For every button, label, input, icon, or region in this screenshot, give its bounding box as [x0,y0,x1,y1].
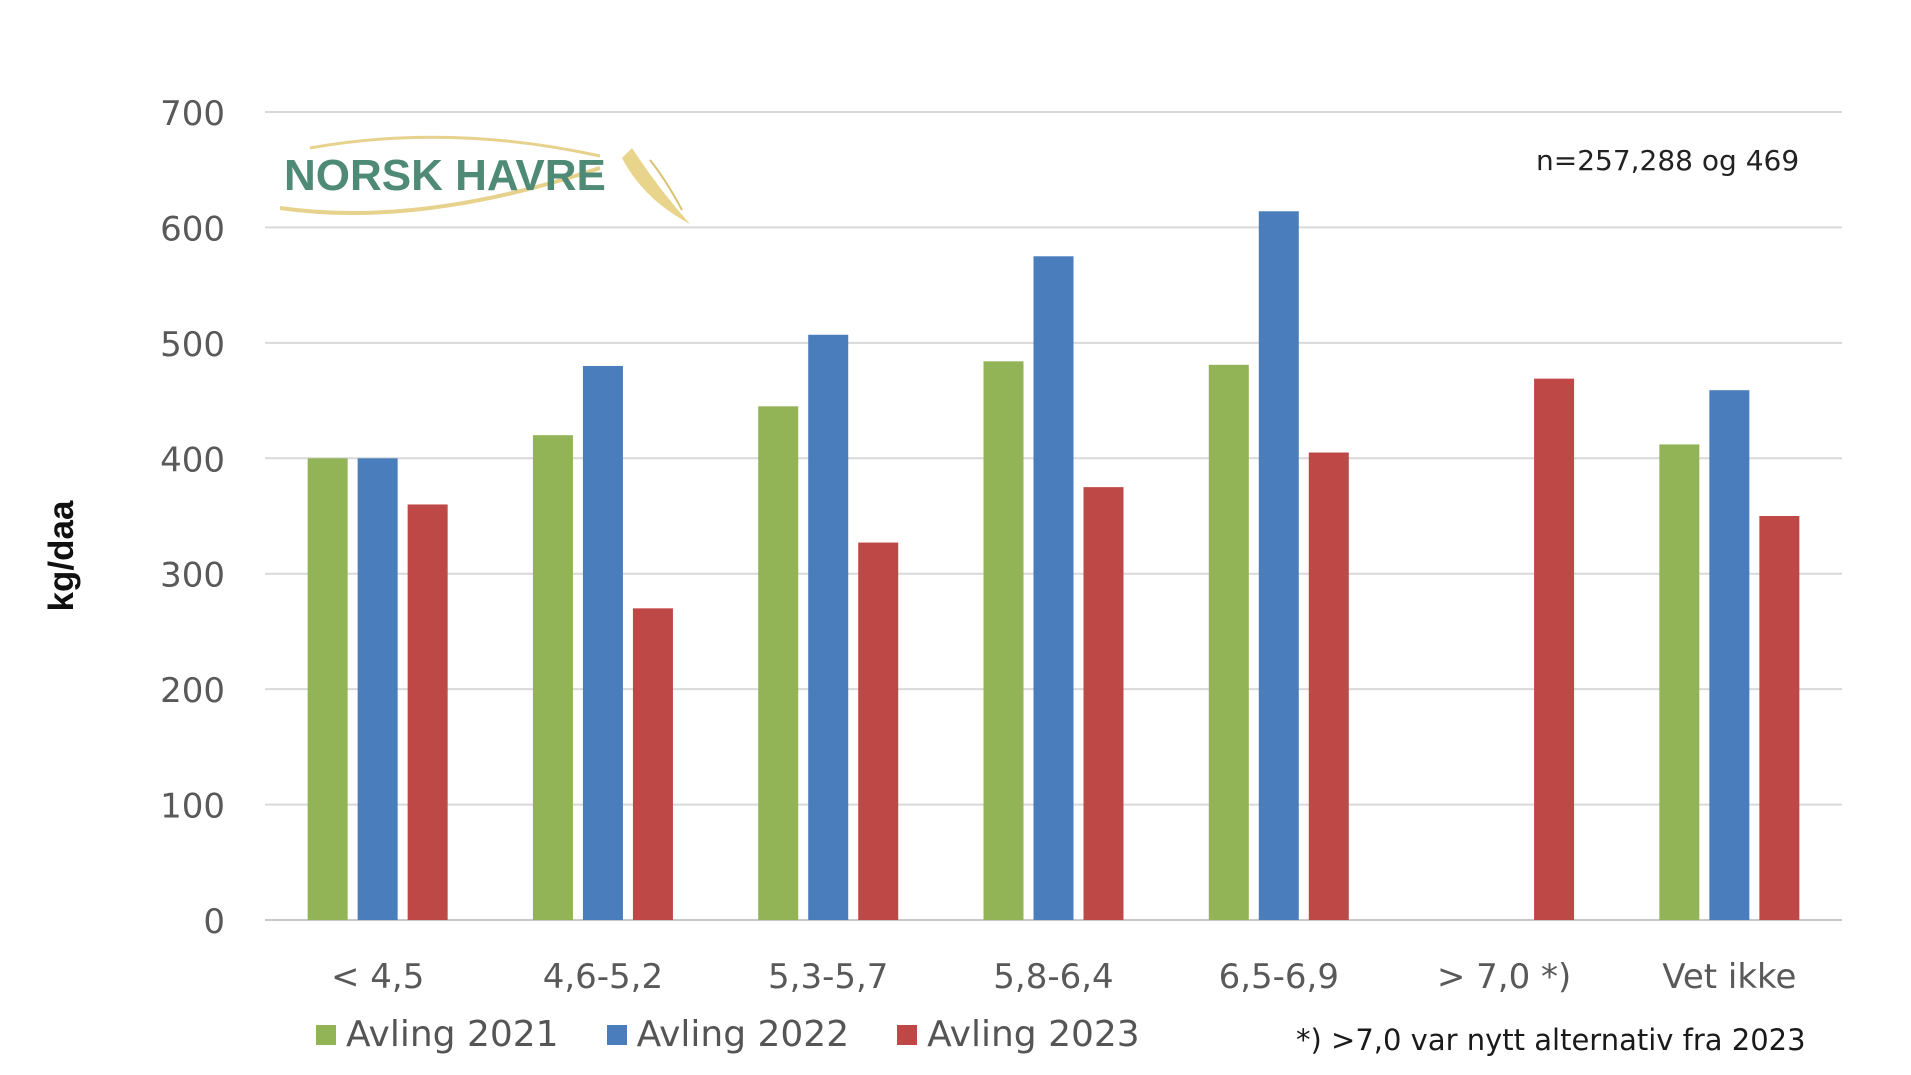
bar-avling-2023-4 [1308,452,1349,920]
x-tick-label: 6,5-6,9 [1219,957,1339,997]
legend-item-2022: Avling 2022 [606,1014,850,1055]
bar-avling-2022-6 [1709,390,1750,920]
x-tick-label: < 4,5 [331,957,424,997]
y-tick-label: 0 [203,902,225,942]
legend-item-2023: Avling 2023 [897,1014,1140,1055]
legend-swatch-2021 [316,1024,336,1045]
x-tick-label: > 7,0 *) [1437,957,1571,997]
x-tick-label: 4,6-5,2 [543,957,663,997]
y-tick-label: 600 [160,209,225,249]
sample-size-annotation: n=257,288 og 469 [1536,144,1800,177]
y-tick-label: 200 [160,671,225,711]
x-tick-label: Vet ikke [1662,957,1796,997]
bar-avling-2023-5 [1534,378,1575,920]
legend-label-2022: Avling 2022 [636,1014,850,1055]
bar-avling-2022-2 [808,334,849,921]
svg-text:NORSK HAVRE: NORSK HAVRE [284,151,606,200]
bar-avling-2021-4 [1208,364,1249,920]
legend-item-2021: Avling 2021 [316,1014,559,1055]
bar-avling-2023-6 [1759,516,1800,920]
y-tick-label: 500 [160,325,225,365]
bar-avling-2022-4 [1258,211,1299,921]
bar-avling-2023-2 [858,542,899,920]
bar-avling-2022-0 [357,458,398,920]
bar-avling-2023-1 [632,608,673,920]
bar-avling-2021-6 [1659,444,1700,920]
bar-avling-2021-2 [758,406,799,920]
y-tick-label: 300 [160,556,225,596]
x-tick-label: 5,3-5,7 [768,957,888,997]
y-tick-label: 400 [160,440,225,480]
bar-avling-2022-1 [582,365,623,920]
y-axis-label: kg/daa [42,500,81,612]
legend-swatch-2022 [606,1024,627,1045]
legend: Avling 2021 Avling 2022 Avling 2023 [316,1014,1140,1055]
bar-avling-2021-3 [983,361,1024,921]
y-tick-label: 700 [160,94,225,134]
norsk-havre-logo: NORSK HAVRE [270,128,710,228]
bar-avling-2023-3 [1083,487,1124,920]
legend-label-2023: Avling 2023 [927,1014,1140,1055]
y-tick-label: 100 [160,787,225,827]
footnote: *) >7,0 var nytt alternativ fra 2023 [1296,1023,1806,1057]
bar-avling-2021-0 [307,458,348,920]
legend-label-2021: Avling 2021 [346,1014,559,1055]
bar-avling-2022-3 [1033,256,1074,920]
legend-swatch-2023 [897,1024,918,1045]
x-tick-label: 5,8-6,4 [993,957,1113,997]
bar-avling-2021-1 [532,435,573,920]
bar-avling-2023-0 [407,504,448,920]
